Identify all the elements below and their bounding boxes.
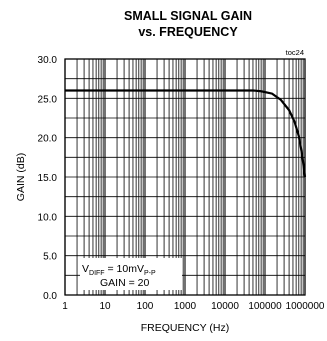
grid	[64, 59, 305, 295]
annotation-v-sub: DIFF	[89, 270, 105, 277]
annotation: VDIFF = 10mVP-P GAIN = 20	[80, 258, 182, 290]
annotation-v: V	[82, 263, 89, 275]
tick-labels: 1 10 100 1000 10000 100000 1000000 0.0 5.0 10.0 15…	[38, 55, 325, 312]
annotation-eq: = 10mV	[105, 263, 144, 275]
x-tick-label: 1000000	[286, 301, 325, 312]
x-tick-label: 1000	[174, 301, 197, 312]
y-tick-label: 10.0	[38, 212, 58, 223]
x-tick-label: 10	[99, 301, 111, 312]
y-tick-label: 15.0	[38, 173, 58, 184]
chart-title: SMALL SIGNAL GAIN	[124, 9, 252, 23]
x-tick-label: 10000	[211, 301, 239, 312]
y-tick-label: 20.0	[38, 134, 58, 145]
y-tick-label: 5.0	[43, 252, 57, 263]
chart-subtitle: vs. FREQUENCY	[138, 25, 238, 39]
y-tick-label: 25.0	[38, 94, 58, 105]
x-tick-label: 1	[62, 301, 68, 312]
x-axis-label: FREQUENCY (Hz)	[141, 322, 229, 334]
x-tick-label: 100	[137, 301, 154, 312]
svg-text:VDIFF = 10mVP-P: VDIFF = 10mVP-P	[82, 263, 156, 277]
chart-tag: toc24	[286, 48, 304, 57]
y-tick-label: 0.0	[43, 291, 57, 302]
x-tick-label: 100000	[248, 301, 282, 312]
y-tick-label: 30.0	[38, 55, 58, 66]
annotation-pp-sub: P-P	[144, 270, 156, 277]
annotation-gain: GAIN = 20	[100, 277, 149, 289]
series-line	[65, 89, 307, 178]
y-axis-label: GAIN (dB)	[15, 153, 27, 201]
